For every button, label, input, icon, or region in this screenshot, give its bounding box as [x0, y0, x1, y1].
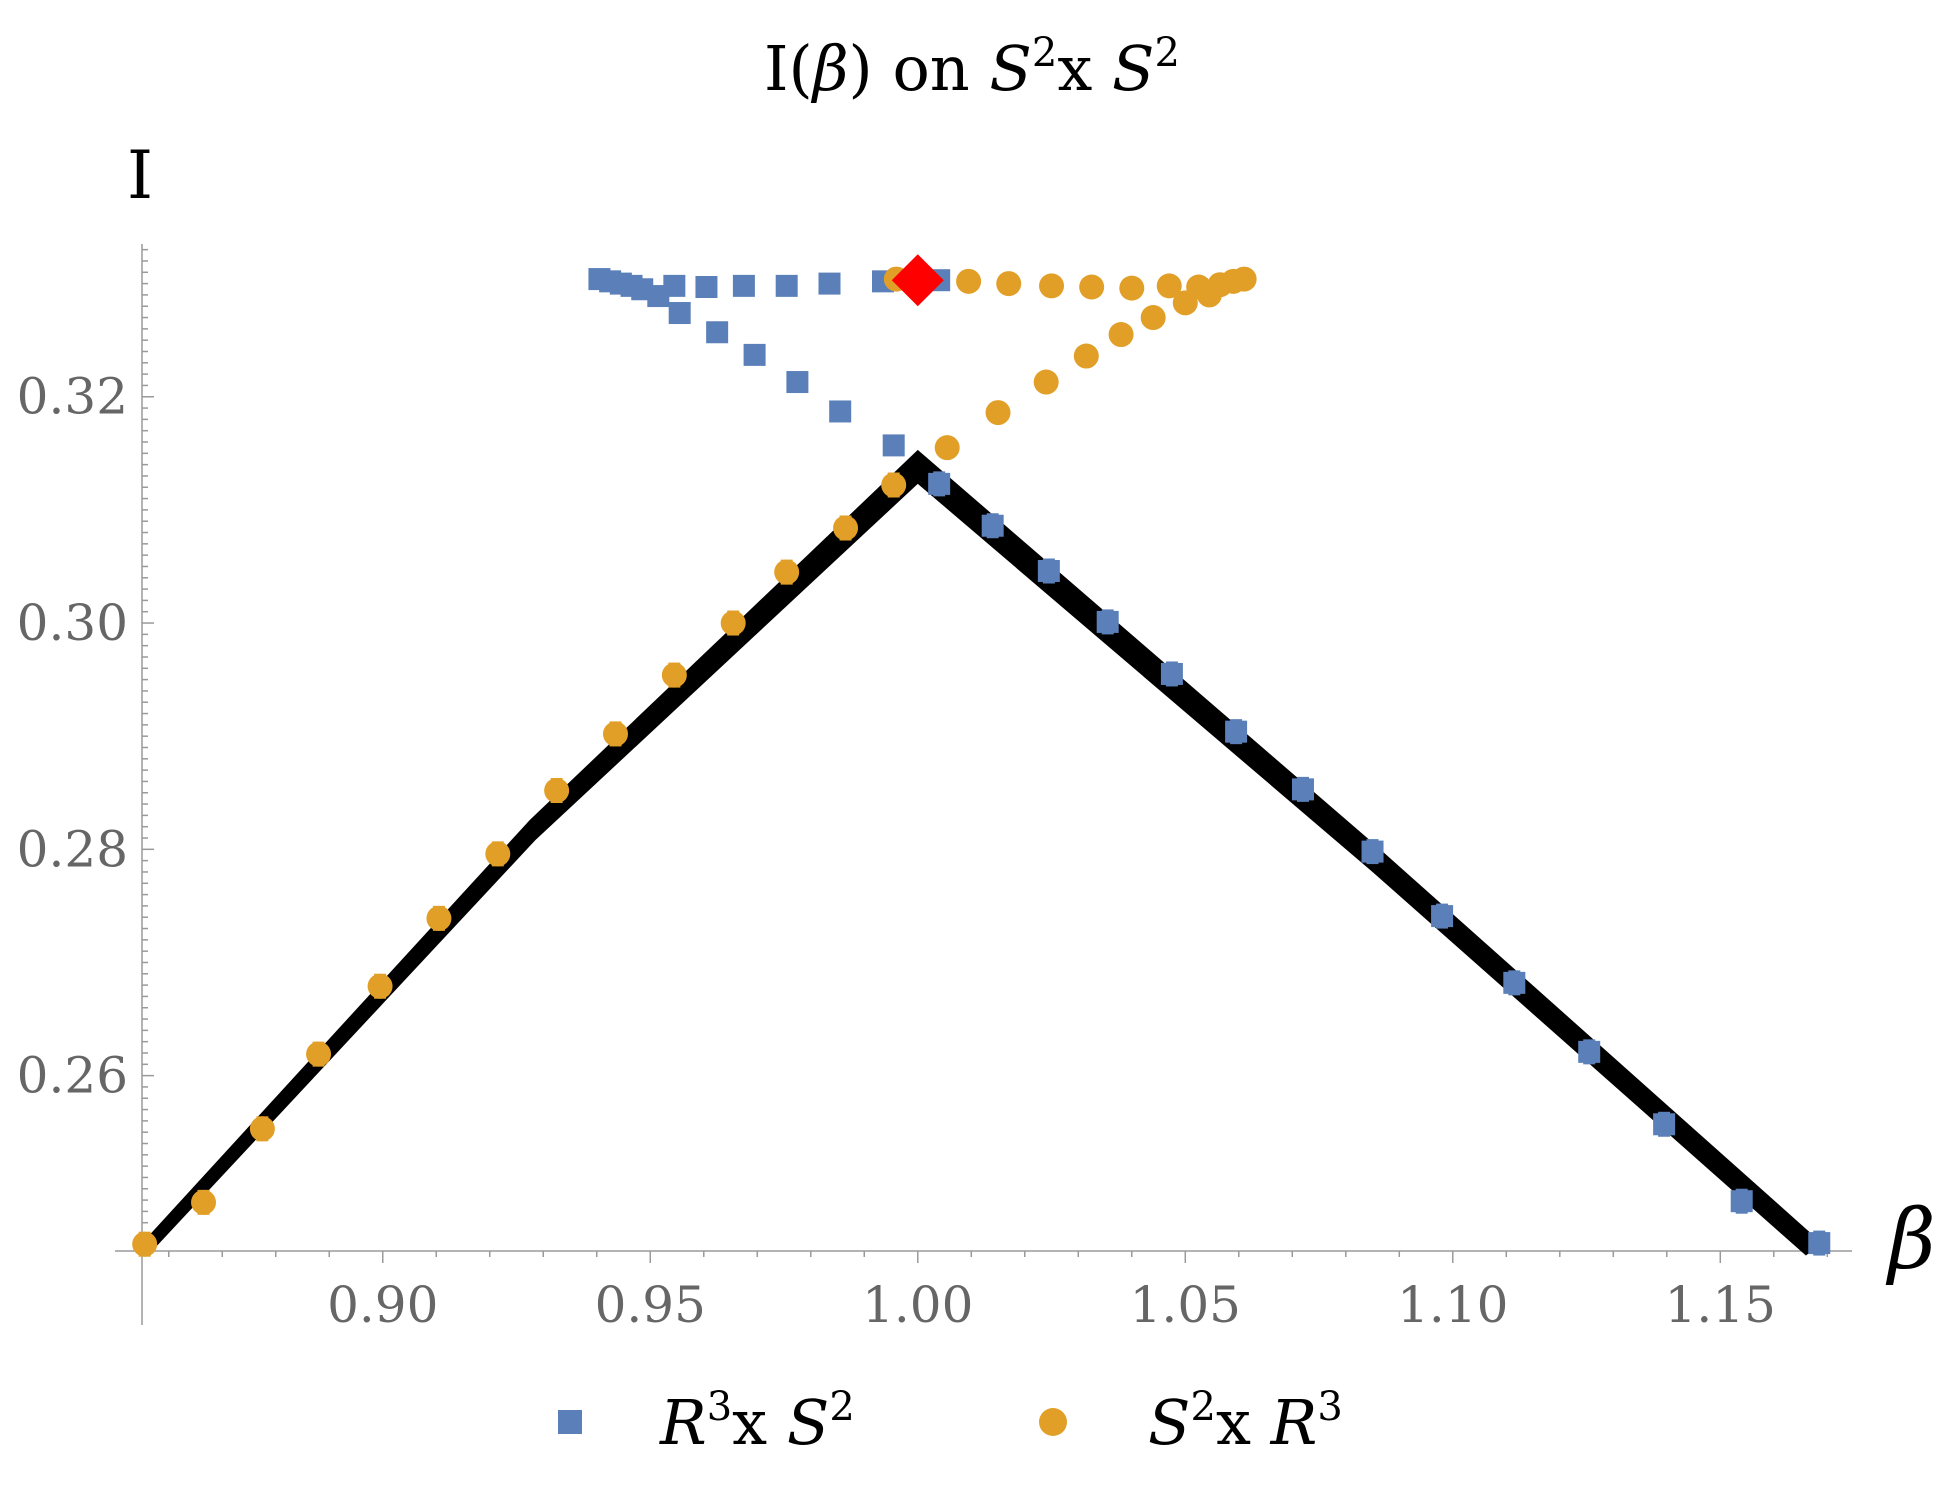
data-point-square [706, 321, 729, 344]
x-axis-label: β [1885, 1193, 1935, 1288]
data-point-circle [191, 1189, 217, 1215]
data-point-circle [774, 559, 800, 585]
y-tick-label: 0.26 [17, 1047, 128, 1105]
data-point-square [786, 371, 809, 394]
legend-s2-sup: 2 [1190, 1384, 1215, 1430]
curve-layer [142, 449, 1822, 1256]
data-point-circle [1231, 266, 1257, 292]
title-s1: S [989, 32, 1031, 105]
data-point-circle [367, 973, 393, 999]
data-point-circle [1033, 369, 1059, 395]
data-point-square [818, 272, 841, 295]
data-point-square [732, 274, 755, 297]
x-tick-label: 1.10 [1397, 1276, 1508, 1334]
data-point-circle [1156, 273, 1182, 299]
data-point-square [668, 302, 691, 325]
data-point-square [1808, 1232, 1831, 1255]
data-point-circle [544, 777, 570, 803]
y-tick-label: 0.28 [17, 820, 128, 878]
data-point-circle [306, 1041, 332, 1067]
data-point-circle [249, 1116, 275, 1142]
legend-s2: S [1148, 1386, 1190, 1459]
legend-r-sup: 3 [707, 1384, 732, 1430]
x-tick-label: 0.90 [327, 1276, 438, 1334]
legend: R3x S2 S2x R3 [558, 1384, 1343, 1459]
data-point-circle [833, 515, 859, 541]
data-point-square [1653, 1113, 1676, 1136]
data-point-square [663, 274, 686, 297]
data-point-circle [661, 662, 687, 688]
legend-marker-r3xs2 [558, 1410, 582, 1434]
title-x: x [1057, 32, 1112, 105]
y-tick-labels: 0.26 0.28 0.30 0.32 [17, 368, 128, 1105]
data-point-square [1037, 559, 1060, 582]
legend-r3-sup: 3 [1317, 1384, 1342, 1430]
legend-label-s2xr3: S2x R3 [1148, 1384, 1343, 1459]
data-point-circle [985, 400, 1011, 426]
x-ticks [168, 1251, 1829, 1263]
data-point-square [1291, 778, 1314, 801]
x-tick-label: 1.15 [1665, 1276, 1776, 1334]
data-point-circle [485, 841, 511, 867]
data-point-circle [881, 472, 907, 498]
points-layer [132, 254, 1831, 1257]
y-tick-label: 0.30 [17, 594, 128, 652]
data-point-square [1503, 971, 1526, 994]
data-point-square [1730, 1190, 1753, 1213]
y-ticks [142, 248, 154, 1247]
data-point-circle [996, 271, 1022, 297]
data-point-square [695, 275, 718, 298]
legend-s: S [787, 1386, 829, 1459]
legend-r3: R [1270, 1386, 1318, 1459]
data-point-circle [934, 435, 960, 461]
title-prefix: I( [764, 32, 813, 105]
special-point-diamond [891, 254, 944, 307]
data-point-square [1160, 662, 1183, 685]
data-point-circle [1073, 343, 1099, 369]
data-point-square [1431, 905, 1454, 928]
theory-curve-band [142, 449, 1822, 1256]
legend-x: x [732, 1386, 787, 1459]
data-point-circle [1140, 305, 1166, 331]
data-point-square [882, 434, 905, 457]
legend-s-sup: 2 [829, 1384, 854, 1430]
chart-title: I(β) on S2x S2 [764, 30, 1180, 105]
data-point-circle [602, 721, 628, 747]
data-point-circle [1119, 275, 1145, 301]
y-tick-label: 0.32 [17, 368, 128, 426]
y-axis-label: I [127, 137, 153, 214]
data-point-circle [426, 905, 452, 931]
data-point-square [1096, 610, 1119, 633]
x-tick-label: 0.95 [595, 1276, 706, 1334]
x-tick-label: 1.00 [862, 1276, 973, 1334]
x-tick-labels: 0.90 0.95 1.00 1.05 1.10 1.15 [327, 1276, 1776, 1334]
data-point-circle [720, 610, 746, 636]
data-point-circle [956, 268, 982, 294]
data-point-square [829, 400, 852, 423]
data-point-square [1578, 1040, 1601, 1063]
title-s2: S [1112, 32, 1154, 105]
legend-marker-s2xr3 [1039, 1408, 1067, 1436]
data-point-square [743, 343, 766, 366]
data-point-square [1225, 720, 1248, 743]
x-tick-label: 1.05 [1130, 1276, 1241, 1334]
legend-r: R [659, 1386, 707, 1459]
data-point-square [928, 472, 951, 495]
title-sup1: 2 [1032, 30, 1057, 76]
legend-x2: x [1216, 1386, 1271, 1459]
data-point-circle [132, 1231, 158, 1257]
title-sup2: 2 [1155, 30, 1180, 76]
data-point-square [775, 274, 798, 297]
data-point-square [981, 514, 1004, 537]
data-point-circle [1108, 322, 1134, 348]
title-mid: ) on [849, 32, 990, 105]
title-beta: β [811, 32, 849, 105]
data-point-circle [1079, 274, 1105, 300]
data-point-circle [1039, 273, 1065, 299]
legend-label-r3xs2: R3x S2 [659, 1384, 855, 1459]
data-point-square [1361, 840, 1384, 863]
